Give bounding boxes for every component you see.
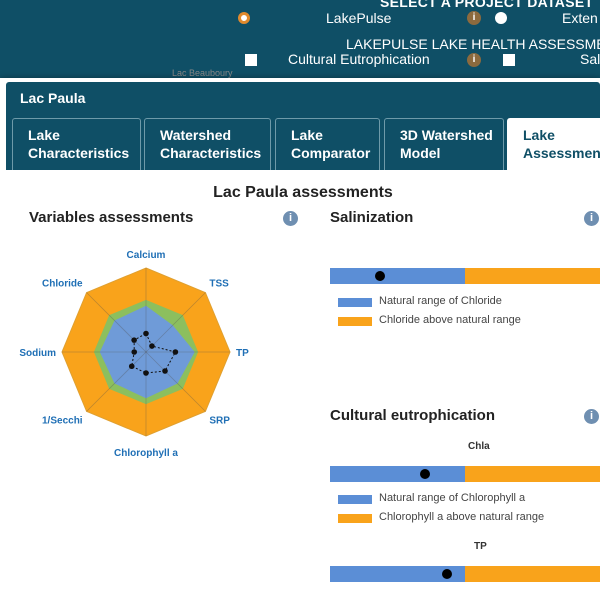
radar-axis-label: Calcium [127,250,166,261]
radar-series-line [131,332,177,374]
lakepulse-option-label: LakePulse [326,10,392,26]
radar-point[interactable] [131,337,137,343]
tab-lake-characteristics[interactable]: Lake Characteristics [12,118,141,170]
variables-radar-chart: Calcium TSS TP SRP Chlorophyll a 1/Secchi Sodi… [19,250,249,459]
info-icon[interactable]: i [584,211,599,226]
dataset-header-title: SELECT A PROJECT DATASET [380,0,594,10]
chla-bar [330,466,600,482]
tab-label-line: Lake [523,127,555,143]
tab-label-line: Watershed [160,127,232,143]
radar-point[interactable] [131,349,138,355]
legend-swatch [338,514,372,523]
tp-bar-label: TP [474,541,487,552]
map-label: Lac Beauboury [172,68,233,78]
radar-point[interactable] [162,368,168,374]
tab-label-line: Lake [28,127,60,143]
radar-point[interactable] [172,349,179,355]
radar-natural-band [99,305,195,399]
assessment-header-title: LAKEPULSE LAKE HEALTH ASSESSME [346,36,600,52]
info-icon[interactable]: i [283,211,298,226]
eutrophication-checkbox[interactable] [245,54,257,66]
salinization-checkbox[interactable] [503,54,515,66]
salinization-option-label: Sal [580,51,600,67]
radar-axis-label: Chlorophyll a [114,448,178,459]
modal-title: Lac Paula [20,90,86,106]
radar-axis-label: Chloride [42,279,83,290]
tab-label-line: Characteristics [28,145,130,161]
tab-lake-assessments[interactable]: Lake Assessments [507,118,600,170]
radar-axis-label: 1/Secchi [42,415,83,426]
legend-swatch [338,298,372,307]
chla-bar-label: Chla [468,441,490,452]
above-range-segment [465,268,600,284]
tab-label-line: Comparator [291,145,371,161]
salinization-title: Salinization [330,209,414,226]
radar-point[interactable] [149,343,155,349]
info-icon[interactable]: i [584,409,599,424]
assessments-panel: Lac Paula assessments Variables assessme… [6,170,600,600]
info-icon[interactable]: i [467,53,481,67]
variables-assessments-title: Variables assessments [29,209,194,226]
tab-3d-watershed-model[interactable]: 3D Watershed Model [384,118,504,170]
above-range-segment [465,566,600,582]
tab-watershed-characteristics[interactable]: Watershed Characteristics [144,118,271,170]
radar-point[interactable] [128,363,135,370]
lake-value-marker [374,271,385,281]
radar-spoke [86,351,147,412]
info-icon[interactable]: i [467,11,481,25]
natural-range-segment [330,268,465,284]
lake-value-marker [442,569,453,579]
radar-axis-label: TP [236,348,249,359]
modal-header: Lac Paula [6,82,600,112]
page-title: Lac Paula assessments [213,184,393,201]
eutrophication-option-label: Cultural Eutrophication [288,51,430,67]
eutrophication-title: Cultural eutrophication [330,407,495,424]
tp-bar [330,566,600,582]
lake-value-marker [419,469,430,479]
radar-point[interactable] [143,330,149,337]
lakepulse-radio[interactable] [238,12,250,24]
lake-modal: Lac Paula Lake Characteristics Watershed… [0,78,600,600]
radar-axis-label: Sodium [19,348,56,359]
legend-label: Chloride above natural range [379,314,521,326]
legend-label: Chlorophyll a above natural range [379,511,545,523]
extended-radio[interactable] [495,12,507,24]
natural-range-segment [330,466,465,482]
tab-label-line: 3D Watershed [400,127,493,143]
tab-label-line: Lake [291,127,323,143]
legend-swatch [338,317,372,326]
above-range-segment [465,466,600,482]
dataset-header: SELECT A PROJECT DATASET LakePulse i Ext… [0,0,600,78]
natural-range-segment [330,566,465,582]
radar-axis-label: SRP [209,415,230,426]
tab-lake-comparator[interactable]: Lake Comparator [275,118,380,170]
tab-bar: Lake Characteristics Watershed Character… [6,112,600,170]
radar-point[interactable] [143,370,149,376]
radar-spoke [145,351,206,412]
tab-label-line: Model [400,145,441,161]
tab-label-line: Assessments [523,145,600,161]
salinization-bar [330,268,600,284]
tab-label-line: Characteristics [160,145,262,161]
legend-swatch [338,495,372,504]
legend-label: Natural range of Chlorophyll a [379,492,526,504]
extended-option-label: Exten [562,10,598,26]
legend-label: Natural range of Chloride [379,295,502,307]
radar-spoke [145,292,206,353]
radar-axis-label: TSS [209,279,229,290]
